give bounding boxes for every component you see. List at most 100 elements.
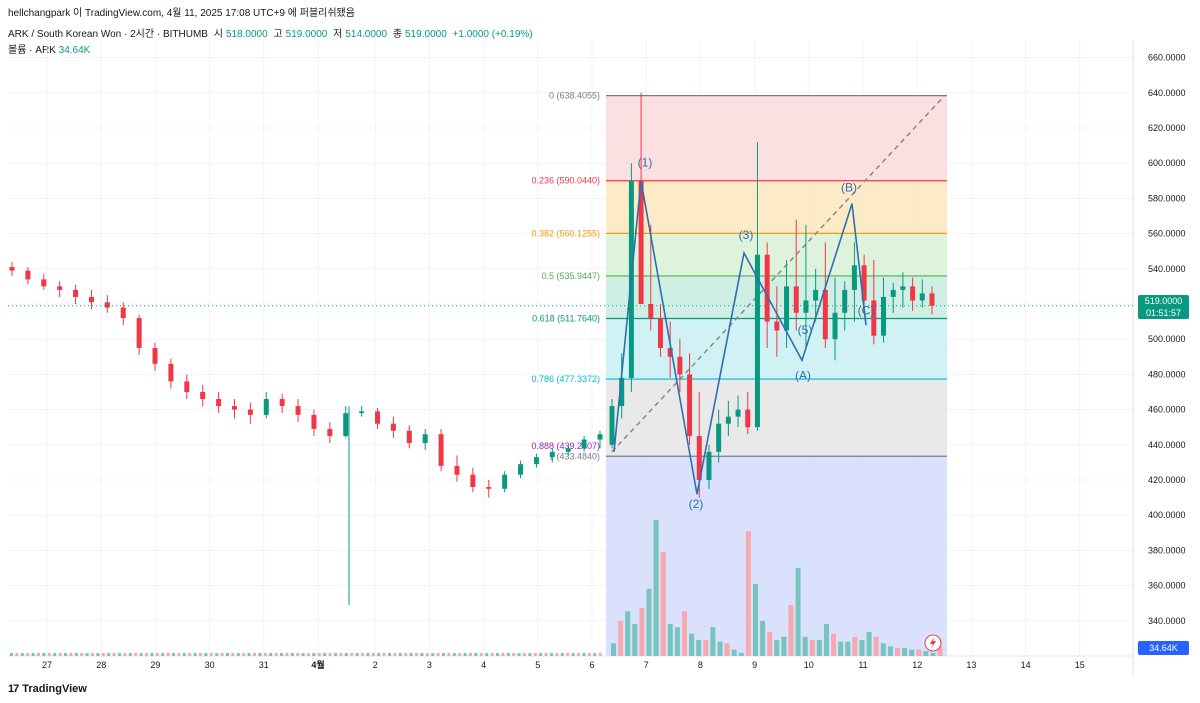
volume-value: 34.64K xyxy=(58,45,91,56)
wave-label: (1) xyxy=(638,156,653,170)
candle-body xyxy=(687,374,693,436)
volume-bar xyxy=(490,653,494,656)
volume-bar xyxy=(361,653,364,656)
fib-zone xyxy=(606,233,947,276)
candle-body xyxy=(565,448,571,452)
candle-body xyxy=(871,300,877,336)
volume-bar xyxy=(101,653,105,656)
candle-body xyxy=(486,487,492,489)
volume-bar xyxy=(724,643,730,656)
candle-body xyxy=(359,411,365,414)
candle-body xyxy=(41,279,47,287)
y-tick-label: 440.0000 xyxy=(1148,440,1186,450)
volume-bar xyxy=(469,653,472,656)
volume-bar xyxy=(550,653,553,656)
y-tick-label: 420.0000 xyxy=(1148,475,1186,485)
volume-bar xyxy=(220,653,224,656)
candle-body xyxy=(136,318,142,348)
symbol-name[interactable]: ARK / South Korean Won · 2시간 · BITHUMB xyxy=(8,29,208,40)
volume-bar xyxy=(501,653,505,656)
x-tick-label: 11 xyxy=(858,660,867,670)
candle-body xyxy=(677,356,683,375)
candle-body xyxy=(295,406,301,415)
fib-trend-line xyxy=(611,95,945,453)
x-tick-label: 8 xyxy=(698,660,703,670)
candle-body xyxy=(919,293,925,301)
volume-legend: 볼륨 · ARK 34.64K xyxy=(8,41,90,56)
wave-label: (5) xyxy=(798,323,813,337)
tradingview-brand[interactable]: 17 TradingView xyxy=(8,683,87,695)
volume-bar xyxy=(831,633,837,656)
volume-bar xyxy=(887,646,893,656)
wave-label: (C) xyxy=(858,304,875,318)
volume-bar xyxy=(582,653,586,656)
volume-bar xyxy=(388,653,391,656)
volume-bar xyxy=(809,640,815,656)
volume-label[interactable]: 볼륨 · ARK xyxy=(8,45,56,56)
volume-bar xyxy=(909,649,915,656)
candle-body xyxy=(851,265,857,290)
volume-bar xyxy=(425,653,429,656)
volume-bar xyxy=(838,641,844,656)
volume-bar xyxy=(177,653,181,656)
y-tick-label: 600.0000 xyxy=(1148,158,1186,168)
y-tick-label: 640.0000 xyxy=(1148,88,1186,98)
lightning-icon-glyph xyxy=(930,637,936,649)
fib-level-label: 0 (638.4055) xyxy=(549,91,600,101)
candle-body xyxy=(438,434,444,466)
candle-body xyxy=(57,286,63,290)
x-tick-label: 2 xyxy=(373,660,378,670)
volume-bar xyxy=(398,653,402,656)
y-tick-label: 620.0000 xyxy=(1148,123,1186,133)
volume-bar xyxy=(134,653,138,656)
candle-body xyxy=(803,300,809,313)
volume-bar xyxy=(523,653,526,656)
volume-bar xyxy=(15,653,19,656)
candle-body xyxy=(502,474,508,489)
volume-bar xyxy=(107,653,111,656)
volume-bar xyxy=(69,653,73,656)
volume-bar xyxy=(371,653,375,656)
volume-bar xyxy=(334,653,337,656)
volume-bar xyxy=(382,653,386,656)
volume-bar xyxy=(916,649,922,656)
volume-bar xyxy=(420,653,424,656)
brand-name: TradingView xyxy=(22,683,87,695)
candle-body xyxy=(609,406,615,445)
candle-body xyxy=(200,392,206,400)
volume-bar xyxy=(258,653,262,656)
volume-bar xyxy=(231,653,235,656)
candle-body xyxy=(168,363,174,382)
change-value: +1.0000 (+0.19%) xyxy=(452,29,533,40)
volume-bar xyxy=(328,653,332,656)
close-label: 종 xyxy=(392,29,403,40)
volume-bar xyxy=(74,653,78,656)
candle-body xyxy=(764,254,770,322)
volume-bar xyxy=(442,653,445,656)
candle-body xyxy=(152,348,158,364)
volume-bar xyxy=(458,653,462,656)
volume-bar xyxy=(204,653,208,656)
volume-bar xyxy=(226,653,229,656)
volume-bar xyxy=(161,653,165,656)
x-tick-label: 4월 xyxy=(311,659,324,670)
candle-body xyxy=(231,406,237,410)
open-value: 518.0000 xyxy=(225,29,268,40)
candle-body xyxy=(706,451,712,480)
volume-bar xyxy=(301,653,305,656)
volume-bar xyxy=(199,653,202,656)
volume-bar xyxy=(47,653,51,656)
volume-bar xyxy=(485,653,489,656)
volume-bar xyxy=(339,653,343,656)
candle-body xyxy=(25,270,31,280)
volume-bar xyxy=(431,653,435,656)
volume-bar xyxy=(37,653,40,656)
volume-bar xyxy=(767,632,773,656)
volume-bar xyxy=(112,653,116,656)
open-label: 시 xyxy=(213,29,223,40)
volume-bar xyxy=(447,653,451,656)
volume-bar xyxy=(193,653,197,656)
volume-bar xyxy=(323,653,327,656)
volume-bar xyxy=(474,653,478,656)
